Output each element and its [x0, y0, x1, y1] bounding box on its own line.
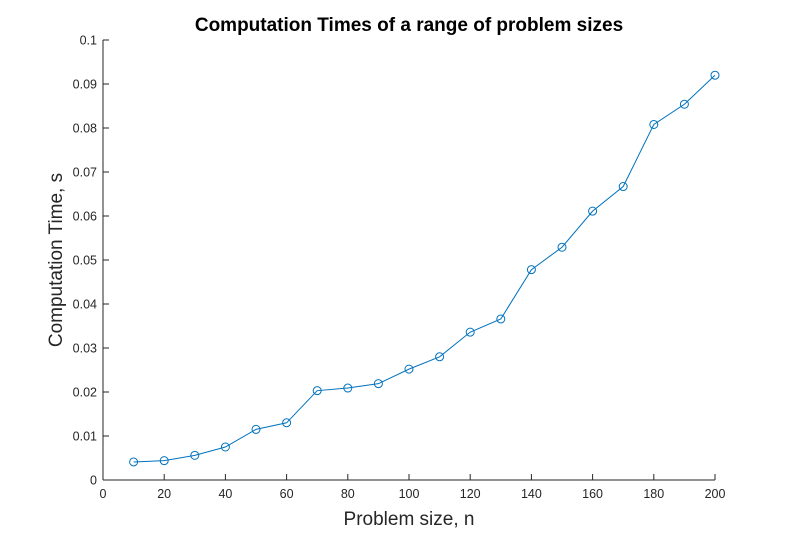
- data-point: [465, 327, 475, 337]
- data-point: [679, 99, 689, 109]
- x-tick-label: 0: [100, 487, 107, 501]
- x-tick-label: 80: [341, 487, 355, 501]
- x-tick-label: 200: [705, 487, 726, 501]
- x-tick-label: 40: [218, 487, 232, 501]
- data-point: [557, 242, 567, 252]
- data-point: [312, 386, 322, 396]
- data-point: [496, 314, 506, 324]
- data-point: [618, 182, 628, 192]
- data-point: [526, 265, 536, 275]
- series-line: [133, 74, 716, 463]
- x-tick-label: 140: [521, 487, 542, 501]
- data-point: [220, 442, 230, 452]
- y-axis-label: Computation Time, s: [46, 173, 67, 347]
- y-tick-label: 0.08: [73, 122, 97, 136]
- x-tick-label: 180: [643, 487, 664, 501]
- data-point: [435, 352, 445, 362]
- y-tick-label: 0.04: [73, 298, 97, 312]
- data-point: [190, 450, 200, 460]
- chart-title: Computation Times of a range of problem …: [195, 15, 623, 36]
- data-point: [129, 457, 139, 467]
- data-point: [373, 379, 383, 389]
- data-point: [710, 70, 720, 80]
- data-point: [404, 364, 414, 374]
- data-point: [282, 418, 292, 428]
- y-tick-label: 0.07: [73, 166, 97, 180]
- y-tick-label: 0.06: [73, 210, 97, 224]
- plot-area: [129, 70, 720, 467]
- y-tick-label: 0.02: [73, 386, 97, 400]
- y-tick-label: 0.01: [73, 430, 97, 444]
- x-axis-label: Problem size, n: [344, 509, 475, 530]
- data-point: [159, 456, 169, 466]
- y-tick-label: 0.05: [73, 254, 97, 268]
- x-tick-label: 100: [399, 487, 420, 501]
- data-point: [251, 424, 261, 434]
- x-tick-label: 120: [460, 487, 481, 501]
- x-tick-label: 160: [582, 487, 603, 501]
- data-point: [649, 119, 659, 129]
- y-tick-label: 0: [90, 474, 97, 488]
- x-tick-label: 20: [157, 487, 171, 501]
- y-tick-label: 0.09: [73, 78, 97, 92]
- data-point: [343, 383, 353, 393]
- data-point: [588, 206, 598, 216]
- axes: 0 20 40 60 80 100 120 140 160 180 200 0 0.01 0.02 0.03…: [73, 34, 726, 502]
- x-tick-label: 60: [280, 487, 294, 501]
- y-tick-label: 0.03: [73, 342, 97, 356]
- y-tick-label: 0.1: [80, 34, 97, 48]
